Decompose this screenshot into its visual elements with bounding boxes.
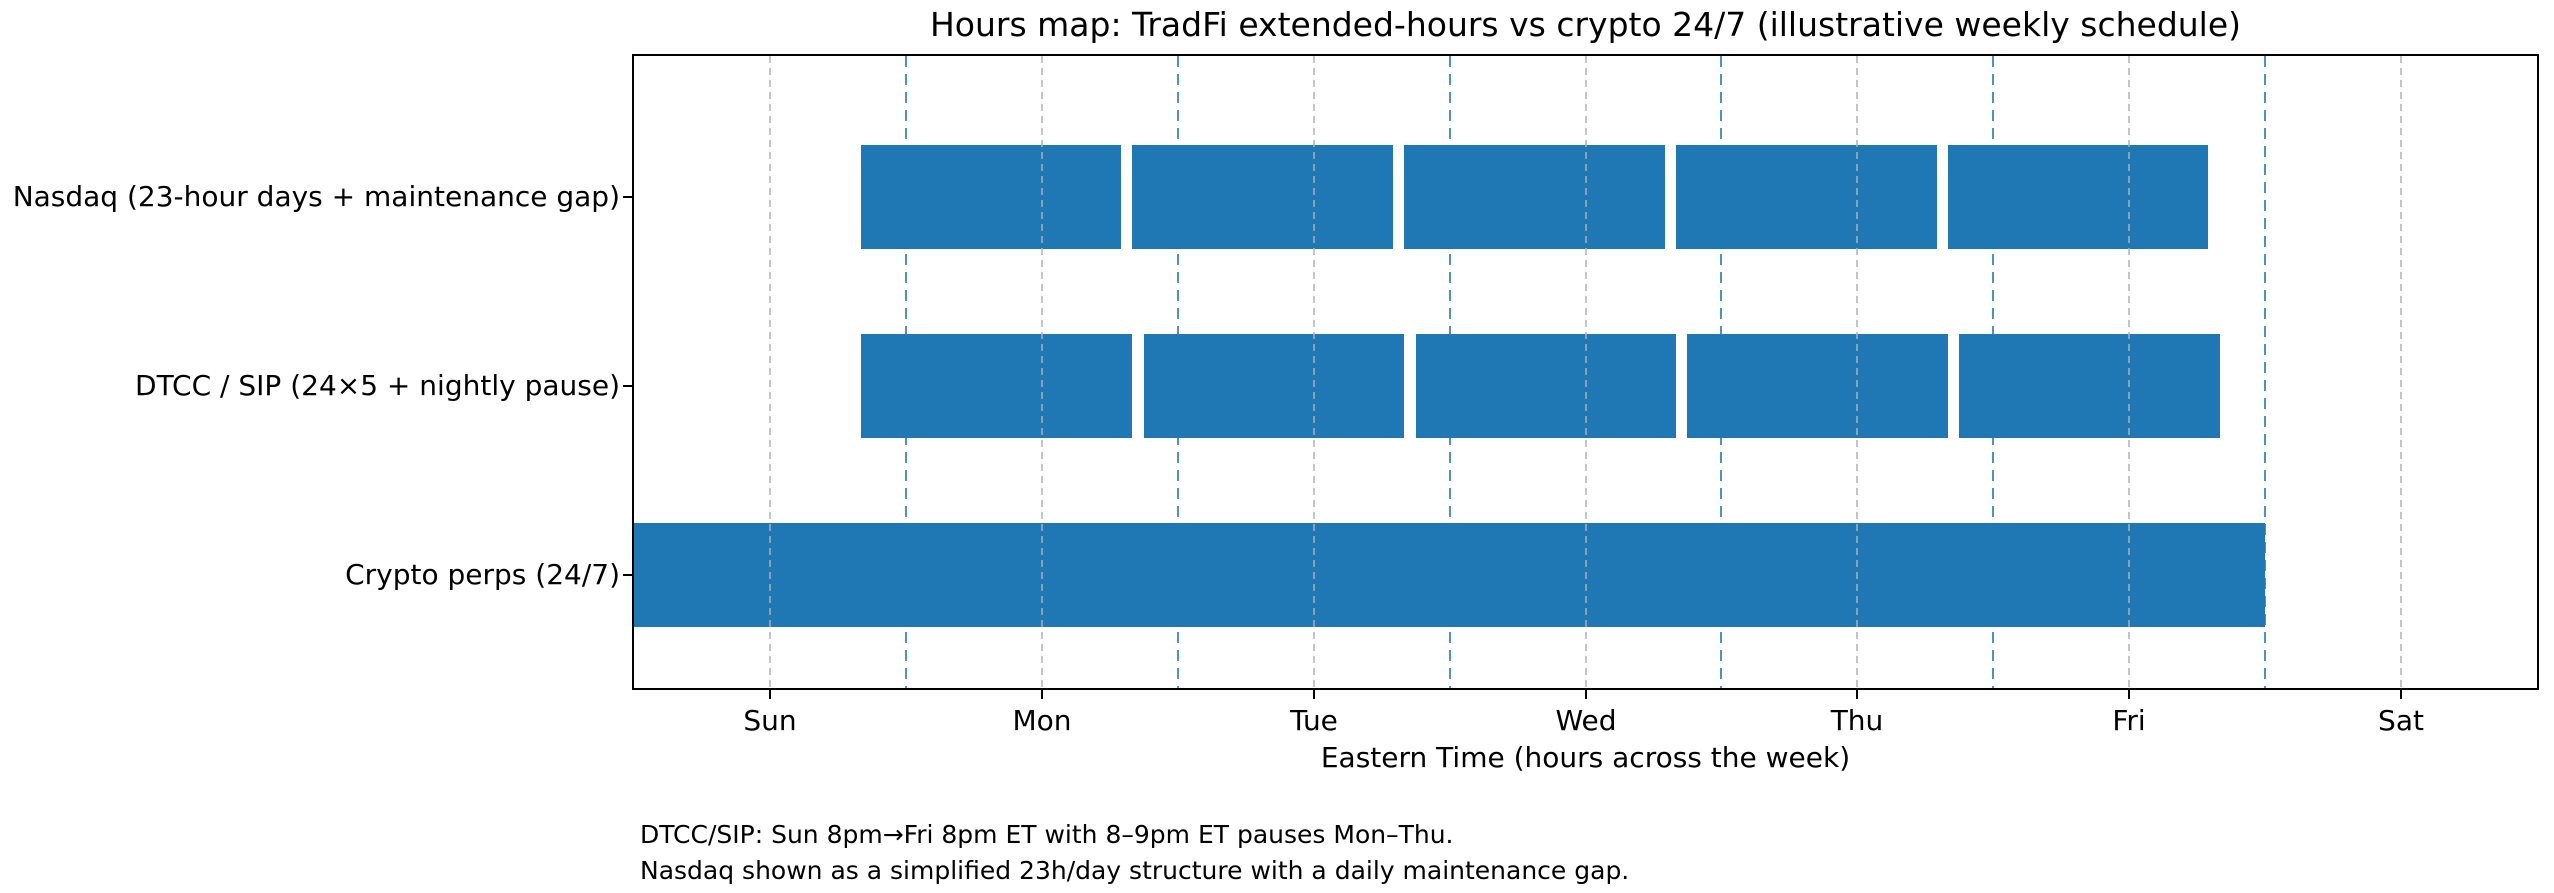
x-tick: [1313, 690, 1315, 699]
x-tick-label: Sun: [743, 704, 797, 737]
x-tick: [1041, 690, 1043, 699]
grid-line: [1856, 56, 1858, 688]
bar-segment: [1404, 145, 1665, 249]
x-tick: [2128, 690, 2130, 699]
bar-segment: [1959, 334, 2220, 438]
x-tick-label: Fri: [2112, 704, 2146, 737]
bar-segment: [1676, 145, 1937, 249]
x-tick: [769, 690, 771, 699]
y-tick-label: Crypto perps (24/7): [345, 558, 620, 591]
footnote-line-1: DTCC/SIP: Sun 8pm→Fri 8pm ET with 8–9pm …: [640, 820, 1454, 849]
footnote-line-2: Nasdaq shown as a simplified 23h/day str…: [640, 856, 1630, 885]
day-boundary-line: [1449, 56, 1451, 688]
bar-segment: [860, 334, 1133, 438]
day-boundary-line: [1992, 56, 1994, 688]
grid-line: [2128, 56, 2130, 688]
day-boundary-line: [1720, 56, 1722, 688]
day-boundary-line: [1177, 56, 1179, 688]
chart-title: Hours map: TradFi extended-hours vs cryp…: [929, 5, 2242, 44]
x-tick: [2400, 690, 2402, 699]
grid-line: [1585, 56, 1587, 688]
plot-area: [634, 56, 2537, 688]
x-tick: [1856, 690, 1858, 699]
x-tick-label: Tue: [1290, 704, 1338, 737]
bar-segment: [1143, 334, 1405, 438]
bar-segment: [1687, 334, 1948, 438]
bar-segment: [1415, 334, 1677, 438]
bar-segment: [1132, 145, 1393, 249]
x-tick-label: Sat: [2378, 704, 2424, 737]
y-tick-label: Nasdaq (23-hour days + maintenance gap): [12, 180, 620, 213]
y-tick: [623, 574, 632, 576]
day-boundary-line: [905, 56, 907, 688]
grid-line: [2400, 56, 2402, 688]
x-tick-label: Wed: [1555, 704, 1617, 737]
day-boundary-line: [2264, 56, 2266, 688]
footnote: DTCC/SIP: Sun 8pm→Fri 8pm ET with 8–9pm …: [640, 817, 1629, 889]
y-tick-label: DTCC / SIP (24×5 + nightly pause): [135, 369, 620, 402]
grid-line: [1041, 56, 1043, 688]
x-tick-label: Mon: [1012, 704, 1072, 737]
bar-segment: [1947, 145, 2209, 249]
y-tick: [623, 385, 632, 387]
x-tick-label: Thu: [1830, 704, 1884, 737]
bar-segment: [860, 145, 1122, 249]
x-tick: [1585, 690, 1587, 699]
y-tick: [623, 196, 632, 198]
grid-line: [769, 56, 771, 688]
x-axis-label: Eastern Time (hours across the week): [1320, 741, 1851, 774]
grid-line: [1313, 56, 1315, 688]
